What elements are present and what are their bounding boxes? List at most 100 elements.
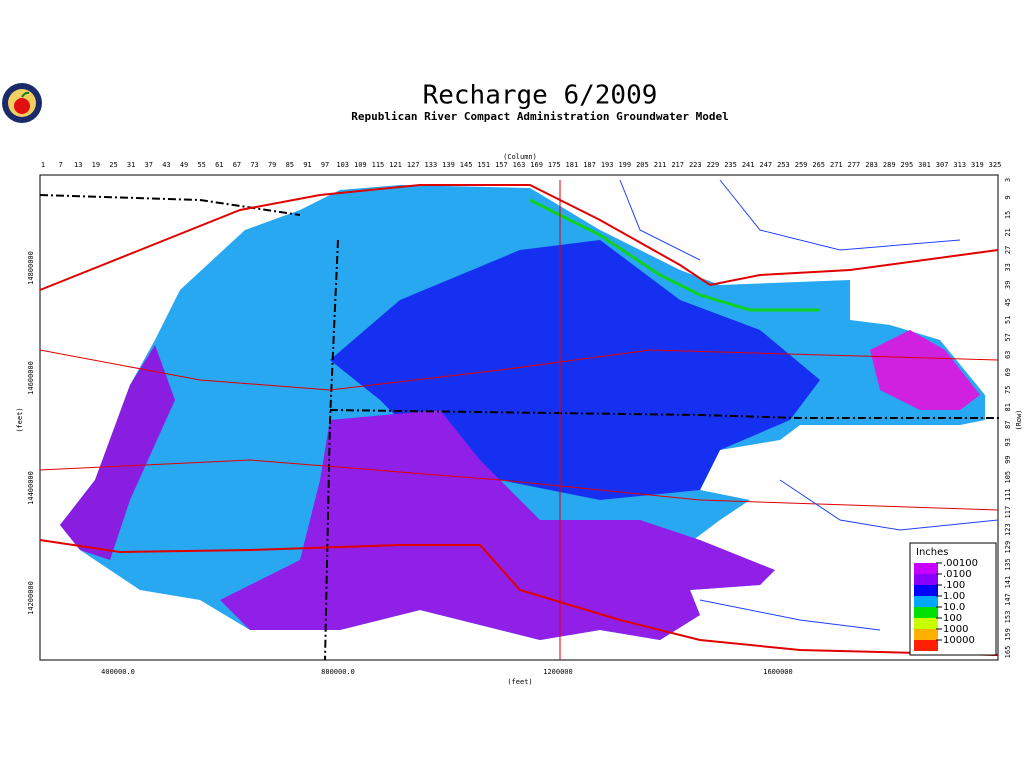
row-tick-label: 147 — [1004, 593, 1012, 606]
y-tick-label: 14400000 — [27, 471, 35, 505]
column-tick-label: 295 — [901, 161, 914, 169]
column-tick-label: 241 — [742, 161, 755, 169]
column-tick-label: 121 — [389, 161, 402, 169]
legend-title: Inches — [916, 547, 949, 558]
column-tick-label: 25 — [109, 161, 117, 169]
row-tick-label: 135 — [1004, 558, 1012, 571]
row-tick-label: 39 — [1004, 281, 1012, 289]
column-tick-label: 19 — [92, 161, 100, 169]
row-tick-label: 9 — [1004, 195, 1012, 199]
column-tick-label: 67 — [233, 161, 241, 169]
legend-swatch — [914, 629, 938, 640]
row-tick-label: 159 — [1004, 628, 1012, 641]
legend-swatch — [914, 585, 938, 596]
row-tick-label: 75 — [1004, 386, 1012, 394]
y-tick-label: 14800000 — [27, 251, 35, 285]
row-label: (Row) — [1015, 409, 1023, 430]
column-tick-label: 265 — [812, 161, 825, 169]
column-tick-label: 127 — [407, 161, 420, 169]
column-tick-label: 133 — [425, 161, 438, 169]
column-tick-label: 199 — [618, 161, 631, 169]
column-tick-label: 211 — [654, 161, 667, 169]
column-tick-label: 169 — [530, 161, 543, 169]
column-tick-label: 1 — [41, 161, 45, 169]
column-tick-label: 115 — [372, 161, 385, 169]
legend-swatch — [914, 618, 938, 629]
title: Recharge 6/2009 — [423, 81, 658, 111]
column-tick-label: 109 — [354, 161, 367, 169]
column-label: (Column) — [503, 153, 537, 161]
recharge-east — [870, 330, 980, 410]
row-tick-label: 81 — [1004, 403, 1012, 411]
column-tick-label: 229 — [707, 161, 720, 169]
column-tick-label: 271 — [830, 161, 843, 169]
column-tick-label: 145 — [460, 161, 473, 169]
column-tick-label: 43 — [162, 161, 170, 169]
column-tick-label: 139 — [442, 161, 455, 169]
column-tick-label: 55 — [197, 161, 205, 169]
row-tick-label: 51 — [1004, 316, 1012, 324]
column-tick-label: 13 — [74, 161, 82, 169]
x-tick-label: 400000.0 — [101, 668, 135, 676]
recharge-west — [60, 345, 175, 560]
legend-swatch — [914, 596, 938, 607]
row-tick-label: 117 — [1004, 506, 1012, 519]
column-tick-label: 205 — [636, 161, 649, 169]
legend-swatch — [914, 607, 938, 618]
column-tick-label: 163 — [513, 161, 526, 169]
legend-label: .100 — [943, 580, 965, 591]
recharge-very-low — [220, 410, 775, 640]
y-tick-label: 14600000 — [27, 361, 35, 395]
x-tick-label: 1200000 — [543, 668, 573, 676]
legend-swatch — [914, 574, 938, 585]
column-tick-label: 79 — [268, 161, 276, 169]
x-axis-label: (feet) — [507, 678, 532, 686]
map — [39, 174, 1000, 661]
column-tick-label: 253 — [777, 161, 790, 169]
column-tick-label: 73 — [250, 161, 258, 169]
column-tick-label: 325 — [989, 161, 1002, 169]
column-tick-label: 301 — [918, 161, 931, 169]
column-tick-label: 313 — [953, 161, 966, 169]
legend-label: 1.00 — [943, 591, 965, 602]
row-tick-label: 153 — [1004, 611, 1012, 624]
row-tick-label: 15 — [1004, 211, 1012, 219]
column-tick-label: 157 — [495, 161, 508, 169]
row-tick-label: 27 — [1004, 246, 1012, 254]
x-tick-label: 800000.0 — [321, 668, 355, 676]
legend-swatch — [914, 563, 938, 574]
x-tick-label: 1600000 — [763, 668, 793, 676]
row-tick-label: 63 — [1004, 351, 1012, 359]
roads — [39, 180, 999, 660]
row-tick-label: 87 — [1004, 421, 1012, 429]
row-tick-label: 21 — [1004, 228, 1012, 236]
legend-swatch — [914, 640, 938, 651]
column-tick-label: 319 — [971, 161, 984, 169]
column-tick-label: 283 — [865, 161, 878, 169]
column-tick-label: 97 — [321, 161, 329, 169]
column-tick-label: 277 — [848, 161, 861, 169]
y-tick-label: 14200000 — [27, 581, 35, 615]
row-tick-label: 69 — [1004, 368, 1012, 376]
legend: Inches .00100.0100.1001.0010.01001000100… — [909, 542, 997, 656]
column-tick-label: 175 — [548, 161, 561, 169]
column-tick-label: 85 — [286, 161, 294, 169]
column-tick-label: 61 — [215, 161, 223, 169]
y-axis-label: (feet) — [16, 407, 24, 432]
column-tick-label: 91 — [303, 161, 311, 169]
legend-label: .0100 — [943, 569, 972, 580]
column-tick-label: 31 — [127, 161, 135, 169]
column-tick-label: 37 — [145, 161, 153, 169]
subtitle: Republican River Compact Administration … — [351, 110, 729, 123]
state-borders — [39, 194, 1000, 661]
column-tick-label: 193 — [601, 161, 614, 169]
column-tick-label: 247 — [759, 161, 772, 169]
column-tick-label: 235 — [724, 161, 737, 169]
row-tick-label: 99 — [1004, 455, 1012, 463]
legend-label: .00100 — [943, 558, 978, 569]
legend-label: 10.0 — [943, 602, 965, 613]
row-tick-label: 111 — [1004, 488, 1012, 501]
logo — [2, 83, 42, 123]
row-tick-label: 3 — [1004, 178, 1012, 182]
